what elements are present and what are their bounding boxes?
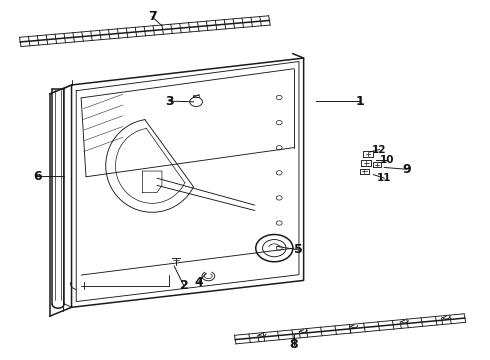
Text: 1: 1 — [355, 95, 364, 108]
Text: 10: 10 — [379, 155, 394, 165]
Text: 6: 6 — [33, 170, 42, 183]
Text: 12: 12 — [372, 144, 387, 154]
Text: 4: 4 — [194, 276, 203, 289]
Text: 3: 3 — [165, 95, 173, 108]
Text: 7: 7 — [148, 10, 156, 23]
Text: 9: 9 — [402, 163, 411, 176]
Text: 11: 11 — [377, 173, 392, 183]
Text: 2: 2 — [179, 279, 188, 292]
Text: 5: 5 — [294, 243, 303, 256]
Text: 8: 8 — [290, 338, 298, 351]
